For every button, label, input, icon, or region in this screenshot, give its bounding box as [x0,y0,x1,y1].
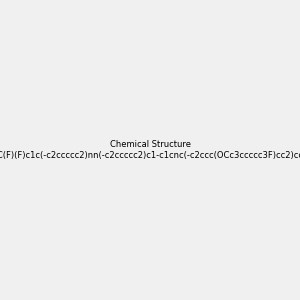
Text: Chemical Structure
FC(F)(F)c1c(-c2ccccc2)nn(-c2ccccc2)c1-c1cnc(-c2ccc(OCc3ccccc3: Chemical Structure FC(F)(F)c1c(-c2ccccc2… [0,140,300,160]
